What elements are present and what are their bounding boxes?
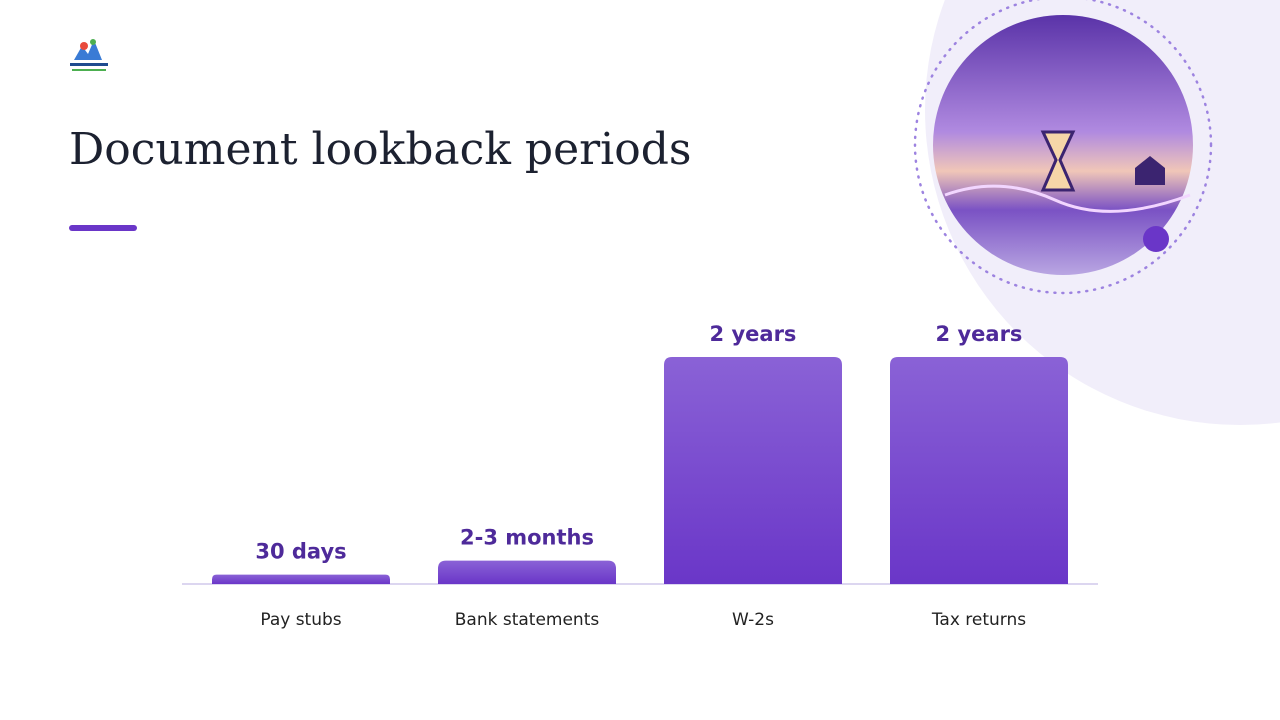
value-label: 2 years <box>710 322 797 346</box>
value-label: 2 years <box>936 322 1023 346</box>
bar <box>438 560 616 584</box>
x-tick-label: Pay stubs <box>260 610 341 630</box>
hourglass <box>1040 130 1076 192</box>
x-tick-label: Tax returns <box>931 610 1026 630</box>
accent-dot <box>1143 226 1169 252</box>
bar <box>890 357 1068 584</box>
x-tick-label: Bank statements <box>455 610 600 630</box>
logo <box>69 34 109 74</box>
x-tick-label: W-2s <box>732 610 774 630</box>
house <box>1135 156 1165 185</box>
bar <box>212 574 390 584</box>
illustration-wave <box>944 184 1191 213</box>
title-accent <box>69 225 137 231</box>
dotted-ring <box>913 0 1213 295</box>
value-label: 2-3 months <box>460 526 594 550</box>
chart-title: Document lookback periods <box>69 124 691 175</box>
bar <box>664 357 842 584</box>
value-label: 30 days <box>255 540 346 564</box>
